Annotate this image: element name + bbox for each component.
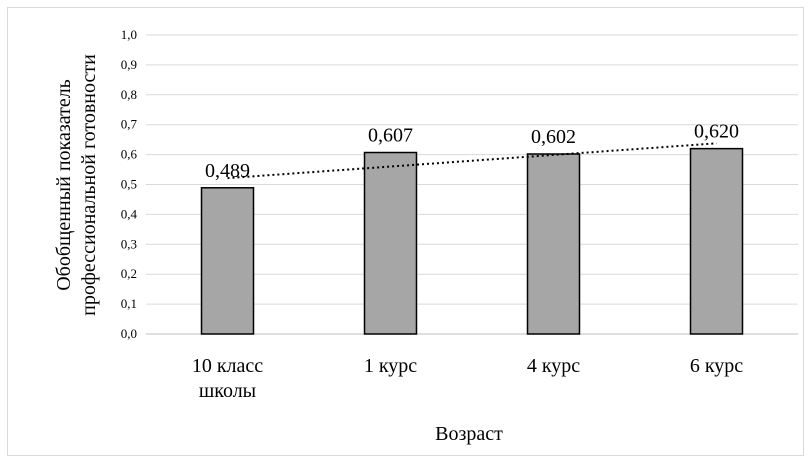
data-labels: 0,489 0,607 0,602 0,620 <box>205 121 739 182</box>
y-tick-label: 0,4 <box>121 206 138 221</box>
x-tick-label: 1 курс <box>364 355 417 377</box>
x-tick-label: школы <box>199 380 256 402</box>
y-tick-label: 0,6 <box>121 147 138 162</box>
y-axis-title-line: профессиональной готовности <box>78 54 100 316</box>
bar <box>689 147 744 335</box>
trendline-path <box>227 142 717 180</box>
x-tick-label: 10 класс <box>192 355 263 377</box>
y-axis-title-line: Обобщенный показатель <box>53 79 75 291</box>
y-tick-label: 0,3 <box>121 236 137 251</box>
data-label: 0,489 <box>205 160 250 182</box>
y-tick-label: 0,2 <box>121 266 137 281</box>
y-tick-label: 0,5 <box>121 177 137 192</box>
bar <box>200 187 255 335</box>
y-tick-label: 0,0 <box>121 326 137 341</box>
y-tick-label: 0,7 <box>121 117 138 132</box>
data-label: 0,602 <box>531 126 576 148</box>
bar <box>363 151 418 335</box>
trendline <box>227 142 717 180</box>
data-label: 0,607 <box>368 125 413 147</box>
x-tick-label: 4 курс <box>527 355 580 377</box>
y-tick-label: 0,8 <box>121 87 137 102</box>
data-label: 0,620 <box>694 121 739 143</box>
y-axis-ticks: 0,0 0,1 0,2 0,3 0,4 0,5 0,6 0,7 0,8 0,9 1,0 <box>121 27 138 341</box>
y-tick-label: 0,1 <box>121 296 137 311</box>
gridlines <box>146 34 798 335</box>
bars <box>200 147 744 335</box>
x-axis-categories: 10 класс школы 1 курс 4 курс 6 курс <box>192 355 743 402</box>
bar <box>526 153 581 335</box>
y-tick-label: 1,0 <box>121 27 137 42</box>
x-axis-title: Возраст <box>435 423 503 445</box>
x-tick-label: 6 курс <box>690 355 743 377</box>
y-tick-label: 0,9 <box>121 57 137 72</box>
y-axis-title: Обобщенный показатель профессиональной го… <box>53 54 100 316</box>
